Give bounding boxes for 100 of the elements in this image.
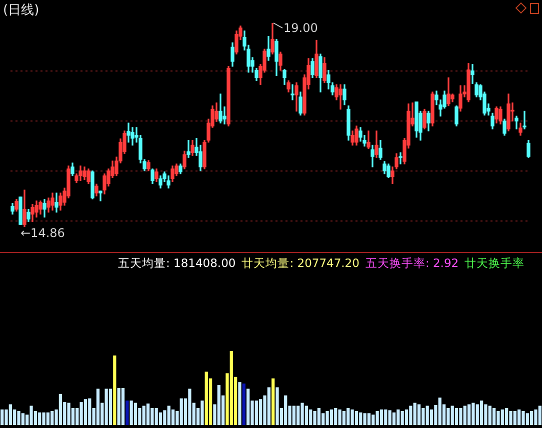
- bar: [450, 406, 454, 425]
- bar: [117, 388, 120, 425]
- bar: [530, 410, 534, 425]
- bar: [58, 394, 62, 425]
- bar: [484, 404, 488, 425]
- bar: [67, 402, 70, 425]
- bar: [180, 398, 183, 425]
- bar: [417, 404, 421, 425]
- bar: [392, 412, 396, 425]
- bar: [242, 384, 246, 425]
- bar: [463, 406, 466, 425]
- bar: [296, 406, 300, 425]
- bar: [259, 399, 262, 425]
- bar: [500, 409, 504, 425]
- bar: [104, 388, 108, 425]
- bar: [526, 413, 529, 425]
- bar: [84, 399, 88, 425]
- bar: [276, 387, 279, 425]
- bar: [363, 413, 366, 425]
- bar: [292, 406, 296, 425]
- candlestick: [522, 110, 526, 130]
- bar: [496, 410, 500, 425]
- bar: [142, 406, 146, 425]
- text: 五天均量: 181408.00: [118, 256, 236, 271]
- bar: [534, 409, 538, 425]
- bar: [130, 400, 133, 425]
- bar: [430, 409, 434, 425]
- bar: [134, 402, 138, 425]
- bar: [467, 404, 471, 425]
- bar: [50, 410, 54, 425]
- bar: [513, 410, 516, 425]
- bar: [8, 404, 12, 425]
- bar: [426, 406, 429, 425]
- bar: [354, 410, 358, 425]
- bar: [372, 414, 375, 425]
- bar: [518, 409, 521, 425]
- bar: [330, 409, 334, 425]
- bar: [300, 402, 304, 425]
- bar: [476, 404, 479, 425]
- bar: [158, 412, 162, 425]
- candlestick: [186, 140, 190, 158]
- bar: [317, 408, 321, 425]
- bar: [459, 408, 462, 425]
- bar: [113, 355, 116, 425]
- bar: [396, 409, 400, 425]
- bar: [46, 412, 50, 425]
- bar: [254, 400, 258, 425]
- bar: [188, 388, 192, 425]
- bar: [505, 408, 508, 425]
- bar: [17, 410, 20, 425]
- bar: [171, 409, 175, 425]
- bar: [154, 408, 158, 425]
- bar: [121, 388, 125, 425]
- text: 五天换手率: 2.92: [365, 256, 459, 271]
- bar: [438, 398, 442, 425]
- bar: [30, 406, 33, 425]
- bar: [413, 402, 416, 425]
- candlestick: [290, 84, 294, 100]
- bar: [21, 413, 24, 425]
- bar: [380, 409, 384, 425]
- bar: [509, 410, 512, 425]
- bar: [422, 408, 425, 425]
- bar: [376, 410, 379, 425]
- candlestick: [470, 64, 474, 84]
- bar: [238, 382, 242, 425]
- bar: [409, 406, 412, 425]
- bar: [326, 410, 329, 425]
- bar: [480, 400, 484, 425]
- annotation: ←14.86: [20, 226, 65, 240]
- candlestick: [398, 152, 402, 164]
- bar: [400, 410, 404, 425]
- bar: [267, 387, 270, 425]
- text: 廿天换手率: [464, 256, 525, 271]
- text: 廿天均量: 207747.20: [242, 256, 360, 271]
- candlestick: [514, 116, 518, 130]
- bar: [108, 388, 112, 425]
- bar: [38, 412, 42, 425]
- bar: [126, 400, 129, 425]
- bar: [0, 409, 4, 425]
- bar: [538, 406, 542, 425]
- bar: [346, 408, 350, 425]
- bar: [313, 410, 316, 425]
- annotation: 19.00: [284, 21, 318, 36]
- bar: [150, 408, 154, 425]
- bar: [284, 395, 288, 425]
- bar: [167, 406, 170, 425]
- bar: [217, 385, 220, 425]
- bar: [146, 404, 150, 425]
- bar: [309, 409, 312, 425]
- bar: [350, 409, 354, 425]
- chart-title: (日线): [3, 2, 40, 19]
- bar: [304, 406, 308, 425]
- bar: [367, 413, 371, 425]
- bar: [384, 409, 388, 425]
- bar: [454, 408, 458, 425]
- candlestick: [222, 106, 226, 124]
- bar: [88, 398, 92, 425]
- bar: [488, 406, 492, 425]
- bar: [163, 410, 166, 425]
- bar: [42, 412, 46, 425]
